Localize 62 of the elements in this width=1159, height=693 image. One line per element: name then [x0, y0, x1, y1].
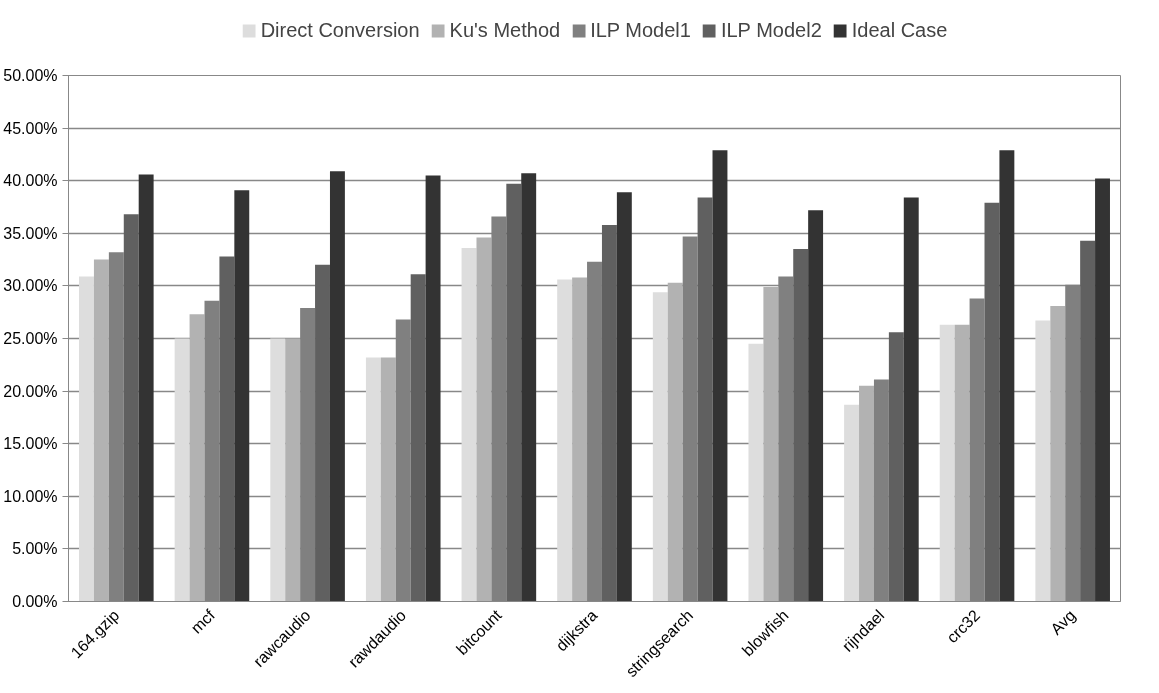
bar [189, 314, 205, 602]
bar [1050, 305, 1066, 602]
bar [888, 332, 904, 602]
bar [984, 202, 1000, 602]
bar [380, 357, 396, 602]
y-tick-label: 25.00% [3, 330, 58, 347]
bar [616, 192, 632, 602]
bar [270, 338, 286, 602]
legend-label: Ku's Method [449, 18, 561, 42]
bar [365, 357, 381, 602]
y-tick-label: 35.00% [3, 224, 58, 242]
bar [859, 385, 874, 602]
y-tick-label: 45.00% [3, 119, 58, 137]
bar [808, 210, 824, 602]
bar [712, 150, 728, 602]
bar [1080, 240, 1096, 602]
bar [123, 214, 139, 602]
bar [425, 175, 441, 602]
bar [174, 338, 190, 602]
legend-label: Ideal Case [851, 18, 948, 42]
bar [793, 249, 809, 602]
bar [506, 183, 522, 602]
bar [748, 343, 764, 602]
bar [601, 224, 617, 602]
legend-label: ILP Model2 [720, 18, 822, 42]
bar [138, 174, 154, 602]
bar [461, 248, 477, 602]
legend-label: Direct Conversion [260, 18, 420, 42]
y-tick-label: 0.00% [12, 593, 58, 610]
bar [572, 277, 588, 602]
bar [697, 197, 713, 602]
y-tick-label: 10.00% [3, 487, 58, 505]
y-tick-label: 5.00% [12, 540, 58, 558]
bar [521, 173, 537, 602]
bar [557, 279, 573, 602]
y-tick-label: 15.00% [3, 435, 58, 453]
bar [93, 259, 109, 602]
y-tick-label: 40.00% [3, 172, 58, 190]
bar [476, 237, 492, 602]
bar [652, 292, 668, 602]
y-tick-label: 50.00% [3, 67, 58, 84]
bar [667, 282, 683, 602]
bar [1095, 178, 1110, 602]
bar [219, 256, 235, 602]
bar [903, 197, 919, 602]
bar [954, 324, 970, 602]
y-tick-label: 20.00% [3, 382, 58, 400]
bar [844, 404, 860, 602]
bar [79, 276, 94, 602]
x-tick-label: mcf [187, 606, 219, 637]
bar [285, 338, 301, 602]
bar [234, 190, 250, 602]
legend-label: ILP Model1 [590, 18, 691, 42]
bar [315, 264, 330, 602]
x-tick-label: Avg [1047, 606, 1079, 638]
bar [410, 274, 426, 602]
bar [329, 171, 345, 602]
bar [1035, 320, 1051, 602]
bar [763, 286, 779, 602]
bar [999, 150, 1015, 602]
bar [939, 324, 955, 602]
y-tick-label: 30.00% [3, 277, 58, 295]
